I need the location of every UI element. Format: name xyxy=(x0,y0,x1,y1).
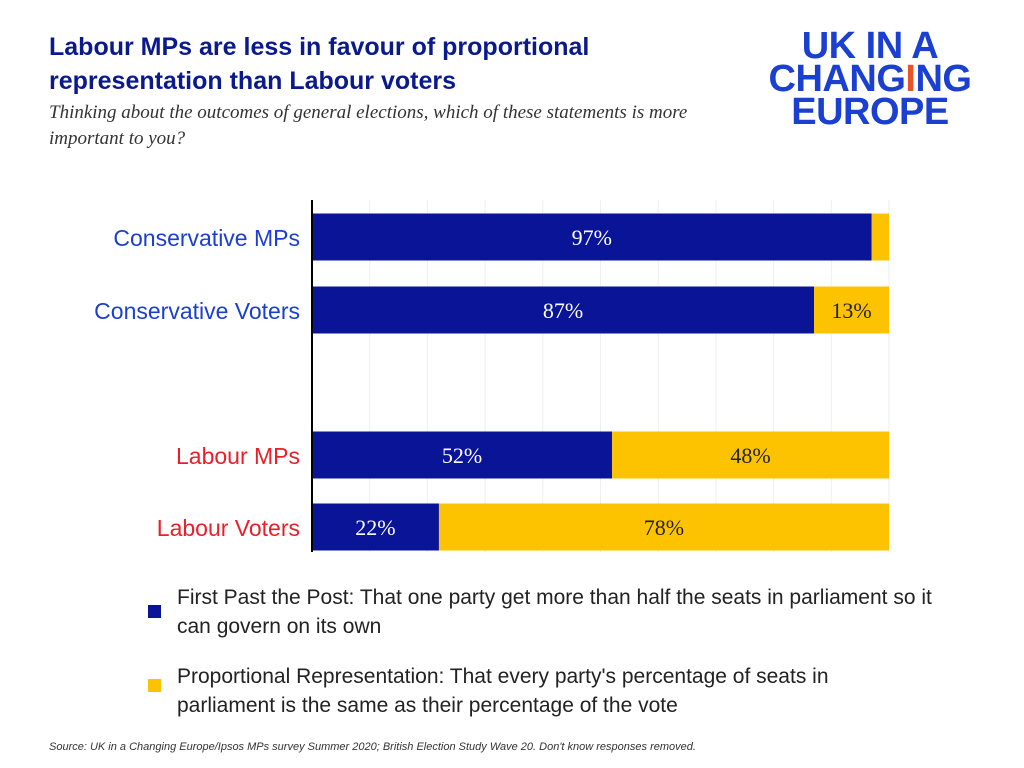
data-label: 48% xyxy=(730,443,770,468)
legend-swatch-pr xyxy=(148,679,161,692)
bar-segment xyxy=(871,213,889,261)
bar-segment xyxy=(438,503,889,551)
chart-subtitle: Thinking about the outcomes of general e… xyxy=(49,102,688,149)
category-label: Conservative MPs xyxy=(113,225,300,251)
data-label: 52% xyxy=(442,443,482,468)
data-label: 78% xyxy=(644,515,684,540)
category-label: Labour Voters xyxy=(157,515,300,541)
logo-line: CHANGING xyxy=(768,58,972,100)
category-label: Labour MPs xyxy=(176,443,300,469)
bar-segment xyxy=(312,503,439,551)
legend-label-fptp: First Past the Post: That one party get … xyxy=(177,586,932,638)
legend-swatch-fptp xyxy=(148,605,161,618)
bar-segment xyxy=(813,286,889,334)
bar-segment xyxy=(312,431,613,479)
data-label: 87% xyxy=(543,298,583,323)
legend-label-pr: Proportional Representation: That every … xyxy=(177,665,829,717)
data-label: 13% xyxy=(831,298,871,323)
data-label: 97% xyxy=(572,225,612,250)
bar-segment xyxy=(612,431,889,479)
bar-segment xyxy=(312,286,814,334)
logo: UK IN A CHANGING EUROPE xyxy=(762,25,978,133)
chart-title: Labour MPs are less in favour of proport… xyxy=(49,33,590,95)
data-label: 22% xyxy=(355,515,395,540)
source-note: Source: UK in a Changing Europe/Ipsos MP… xyxy=(49,741,696,753)
logo-line: UK IN A xyxy=(801,25,939,67)
bar-segment xyxy=(312,213,872,261)
logo-line: EUROPE xyxy=(791,91,949,133)
category-label: Conservative Voters xyxy=(94,298,300,324)
